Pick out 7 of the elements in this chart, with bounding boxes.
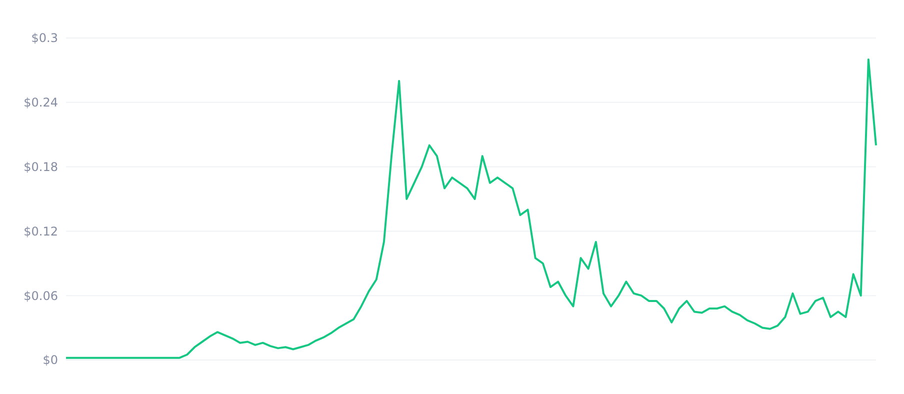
y-tick-label: $0.12 bbox=[24, 224, 58, 238]
y-tick-label: $0.24 bbox=[24, 96, 58, 110]
y-tick-label: $0.18 bbox=[24, 160, 58, 174]
y-tick-label: $0.06 bbox=[24, 288, 58, 303]
y-tick-label: $0 bbox=[42, 353, 58, 368]
line-series bbox=[65, 58, 877, 359]
y-tick-label: $0.3 bbox=[31, 31, 58, 46]
